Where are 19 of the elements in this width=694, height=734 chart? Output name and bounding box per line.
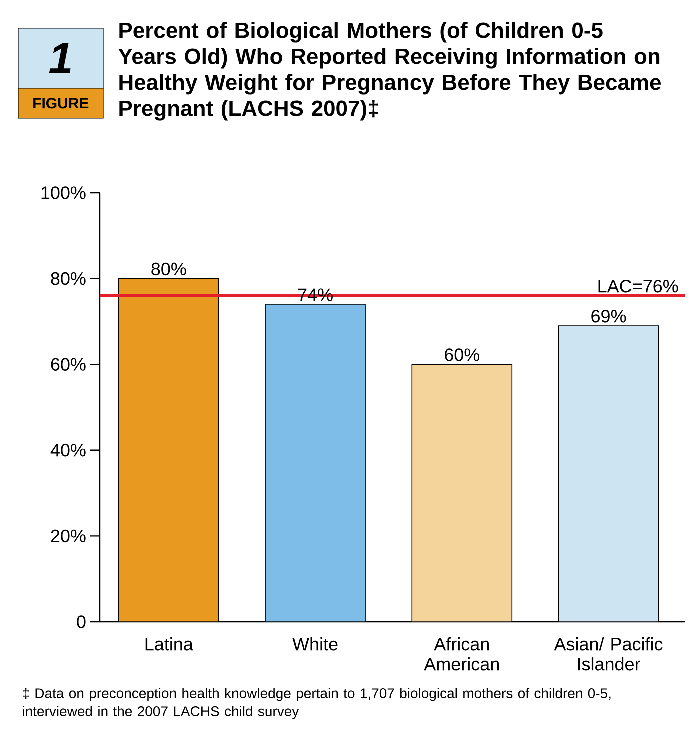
data-label: 69%: [592, 310, 626, 323]
x-tick-label: African American: [424, 638, 499, 671]
chart-title: Percent of Biological Mothers (of Children 0-5 Years Old) Who Reported Receiving Information on Healthy Weight for Pregnancy Before They Became Pregnant (LACHS 2007)‡: [118, 22, 662, 121]
y-tick-label: 40%: [50, 444, 86, 457]
data-label: 80%: [152, 262, 186, 276]
y-tick-label: 0: [77, 616, 86, 628]
x-tick-label: Latina: [146, 638, 194, 651]
ref-line-label: LAC=76%: [598, 280, 678, 293]
y-tick-label: 20%: [51, 530, 86, 543]
text: 1: [49, 43, 71, 74]
data-label: 60%: [445, 348, 480, 362]
x-tick-label: Asian/ Pacific Islander: [554, 638, 663, 671]
x-tick-label: White: [292, 638, 338, 651]
y-tick-label: 60%: [51, 358, 86, 371]
y-tick-label: 80%: [51, 272, 86, 286]
text: FIGURE: [34, 98, 89, 109]
y-tick-label: 100%: [42, 186, 86, 200]
text: ‡ Data on preconception health knowledge pertain to 1,707 biological mothers of children 0-5, interviewed in the 2007 LACHS child survey: [23, 688, 611, 720]
data-label: 74%: [298, 288, 333, 302]
